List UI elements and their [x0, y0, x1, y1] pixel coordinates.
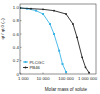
y-tick	[20, 60, 22, 61]
y-axis-label: qt / qt,0 (–)	[0, 18, 5, 40]
point	[35, 10, 37, 12]
legend-label: PB46	[30, 65, 41, 70]
x-tick	[43, 73, 44, 75]
legend-marker	[25, 67, 27, 69]
x-tick	[20, 73, 21, 75]
point	[81, 56, 83, 58]
point	[88, 72, 90, 74]
point	[85, 66, 87, 68]
x-axis-label: Molar mass of solute	[45, 87, 88, 92]
point	[42, 13, 44, 15]
chart: 1 000 10 000 100 000 1 000 000 0 0.2 0.4 0.6 0.8…	[0, 0, 100, 94]
legend-label: PLCGC	[30, 60, 45, 65]
point	[72, 23, 74, 25]
x-tick-label: 100 000	[58, 76, 74, 81]
y-tick-label: 0.8	[13, 18, 20, 23]
point	[58, 50, 60, 52]
point	[53, 10, 55, 12]
x-tick-label: 1 000	[18, 76, 29, 81]
point	[20, 7, 21, 9]
legend-swatch	[23, 67, 28, 68]
y-tick	[20, 47, 22, 48]
point	[20, 7, 21, 9]
x-tick	[89, 73, 90, 75]
point	[53, 33, 55, 35]
point	[65, 13, 67, 15]
legend-marker	[25, 61, 27, 63]
y-tick	[20, 20, 22, 21]
point	[61, 63, 63, 65]
x-tick-label: 10 000	[36, 76, 50, 81]
y-tick	[20, 34, 22, 35]
point	[30, 8, 32, 10]
y-tick-label: 1.0	[13, 5, 20, 10]
y-tick-label: 0.6	[13, 32, 20, 37]
plot-area	[20, 7, 90, 74]
point	[65, 71, 67, 73]
point	[76, 36, 78, 38]
point	[42, 8, 44, 10]
y-tick-label: 0.4	[13, 45, 20, 50]
point	[49, 23, 51, 25]
plot-frame	[20, 4, 96, 74]
series-line	[20, 8, 66, 72]
series-line	[20, 8, 89, 73]
y-tick-label: 0	[16, 72, 19, 77]
y-tick-label: 0.2	[13, 58, 20, 63]
x-tick-label: 1 000 000	[78, 76, 98, 81]
legend-swatch	[23, 62, 28, 63]
y-tick	[20, 74, 22, 75]
